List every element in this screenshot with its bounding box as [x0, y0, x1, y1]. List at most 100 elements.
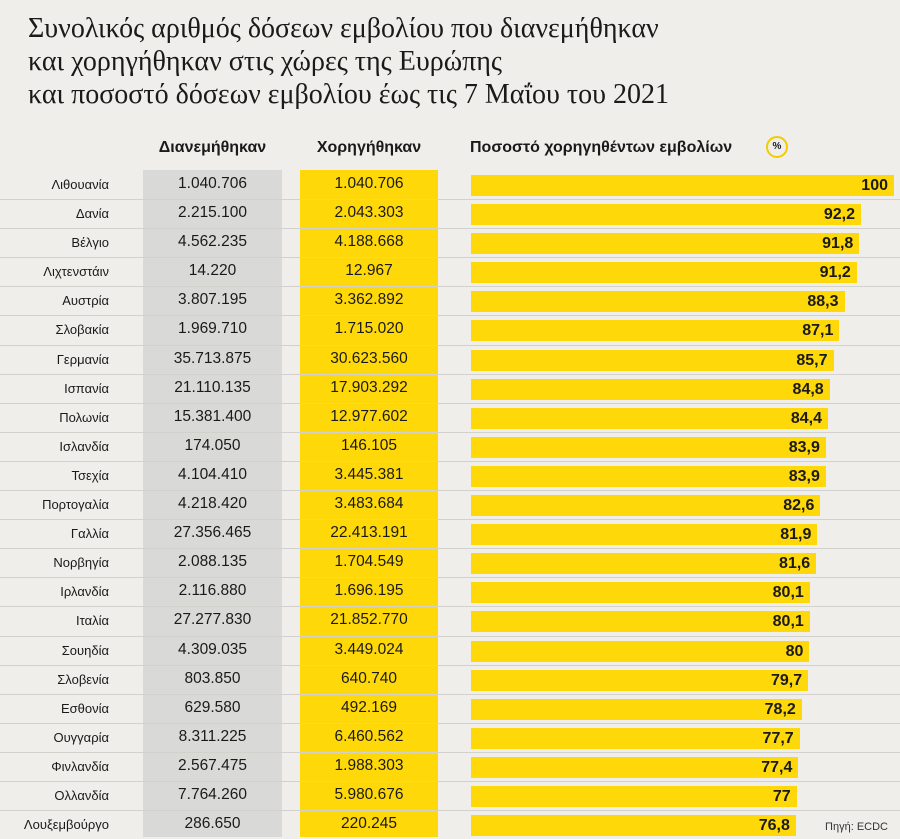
percent-label: 84,8 [792, 380, 824, 398]
administered-value: 1.715.020 [334, 320, 404, 338]
administered-value: 640.740 [340, 669, 398, 687]
distributed-value: 8.311.225 [178, 727, 247, 745]
percent-bar: 77,4 [471, 756, 799, 778]
country-label: Εσθονία [60, 700, 109, 716]
column-header-percent: Ποσοστό χορηγηθέντων εμβολίων [470, 139, 733, 156]
percent-bar: 78,2 [471, 698, 802, 720]
distributed-value: 21.110.135 [174, 378, 251, 396]
administered-value: 3.362.892 [334, 291, 404, 309]
country-label: Τσεχία [71, 467, 109, 483]
country-label: Νορβηγία [53, 555, 109, 571]
distributed-value: 1.040.706 [178, 175, 247, 192]
table-row: Γερμανία 35.713.875 30.623.560 85,7 [0, 344, 900, 374]
administered-value: 17.903.292 [330, 378, 408, 396]
percent-bar: 80 [471, 640, 810, 662]
percent-bar: 91,2 [471, 262, 857, 284]
table-row: Σλοβακία 1.969.710 1.715.020 87,1 [0, 315, 900, 344]
percent-label: 85,7 [796, 351, 828, 369]
percent-bar: 92,2 [471, 204, 861, 226]
table-row: Ουγγαρία 8.311.225 6.460.562 77,7 [0, 722, 900, 752]
table-row: Ιταλία 27.277.830 21.852.770 80,1 [0, 606, 900, 635]
country-label: Λιχτενστάιν [43, 264, 109, 280]
administered-value: 220.245 [340, 815, 398, 833]
table-row: Ισπανία 21.110.135 17.903.292 84,8 [0, 373, 900, 403]
percent-label: 92,2 [823, 206, 855, 224]
row-divider [0, 519, 900, 521]
percent-label: 87,1 [802, 322, 834, 340]
administered-value: 146.105 [340, 436, 398, 454]
distributed-value: 3.807.195 [178, 291, 247, 309]
percent-bar: 80,1 [471, 611, 810, 633]
row-divider [0, 344, 900, 346]
percent-label: 84,4 [790, 409, 822, 427]
percent-bar: 81,6 [471, 553, 817, 575]
percent-label: 80,1 [772, 613, 804, 631]
row-divider [0, 780, 900, 782]
table-row: Ισλανδία 174.050 146.105 83,9 [0, 431, 900, 461]
administered-value: 1.696.195 [334, 582, 404, 600]
percent-bar: 77,7 [471, 727, 800, 749]
percent-label: 83,9 [788, 467, 820, 485]
row-divider [0, 286, 900, 288]
percent-label: 83,9 [788, 438, 820, 456]
country-label: Πορτογαλία [42, 497, 109, 513]
country-label: Δανία [75, 206, 109, 222]
table-row: Φινλανδία 2.567.475 1.988.303 77,4 [0, 751, 900, 781]
row-divider [0, 402, 900, 404]
percent-label: 77 [772, 787, 791, 805]
distributed-value: 286.650 [184, 815, 241, 833]
percent-bar: 85,7 [471, 349, 834, 371]
administered-value: 3.483.684 [334, 495, 404, 513]
percent-bar: 84,4 [471, 407, 828, 429]
distributed-value: 629.580 [184, 698, 241, 716]
title-line: και χορηγήθηκαν στις χώρες της Ευρώπης [28, 46, 503, 77]
administered-value: 6.460.562 [334, 727, 404, 745]
percent-label: 79,7 [770, 671, 803, 689]
percent-label: 78,2 [764, 700, 796, 718]
distributed-value: 1.969.710 [178, 320, 247, 338]
country-label: Γαλλία [70, 526, 109, 542]
table-row: Πορτογαλία 4.218.420 3.483.684 82,6 [0, 490, 900, 519]
administered-value: 12.967 [345, 262, 393, 280]
row-divider [0, 228, 900, 230]
country-label: Σλοβενία [57, 671, 109, 687]
column-header-administered: Χορηγήθηκαν [316, 139, 422, 156]
country-label: Ολλανδία [54, 787, 109, 803]
percent-bar: 91,8 [471, 233, 860, 255]
table-row: Ολλανδία 7.764.260 5.980.676 77 [0, 780, 900, 810]
country-label: Αυστρία [62, 293, 109, 309]
country-label: Ουγγαρία [53, 729, 109, 745]
percent-bar: 83,9 [471, 465, 826, 487]
distributed-value: 2.116.880 [178, 582, 247, 600]
percent-label: 82,6 [783, 497, 815, 515]
distributed-value: 2.215.100 [178, 204, 247, 222]
administered-value: 30.623.560 [330, 349, 408, 367]
country-label: Σουηδία [61, 642, 109, 658]
administered-value: 12.977.602 [330, 407, 408, 425]
administered-value: 492.169 [340, 698, 398, 716]
administered-value: 3.449.024 [334, 640, 404, 658]
row-divider [0, 722, 900, 724]
administered-value: 1.988.303 [334, 756, 404, 774]
title-line: και ποσοστό δόσεων εμβολίου έως τις 7 Μα… [28, 79, 669, 110]
country-label: Φινλανδία [51, 758, 109, 774]
country-label: Σλοβακία [55, 322, 109, 338]
table-row: Πολωνία 15.381.400 12.977.602 84,4 [0, 402, 900, 432]
percent-bar: 77 [471, 785, 797, 807]
table-row: Λουξεμβούργο 286.650 220.245 76,8 [0, 810, 900, 839]
table-row: Σλοβενία 803.850 640.740 79,7 [0, 664, 900, 694]
row-divider [0, 751, 900, 753]
administered-value: 21.852.770 [330, 611, 408, 629]
percent-label: 91,2 [819, 264, 851, 282]
country-label: Ισπανία [64, 380, 109, 396]
row-divider [0, 606, 900, 608]
row-divider [0, 490, 900, 492]
title-line: Συνολικός αριθμός δόσεων εμβολίου που δι… [28, 13, 659, 44]
percent-label: 80 [785, 642, 804, 660]
percent-bar: 100 [471, 175, 894, 196]
country-label: Ιταλία [76, 613, 109, 629]
percent-label: 88,3 [807, 293, 839, 311]
table-row: Λιχτενστάιν 14.220 12.967 91,2 [0, 257, 900, 286]
table-row: Ιρλανδία 2.116.880 1.696.195 80,1 [0, 577, 900, 606]
table-body: Λιθουανία 1.040.706 1.040.706 100 Δανία 2.215… [0, 170, 900, 839]
